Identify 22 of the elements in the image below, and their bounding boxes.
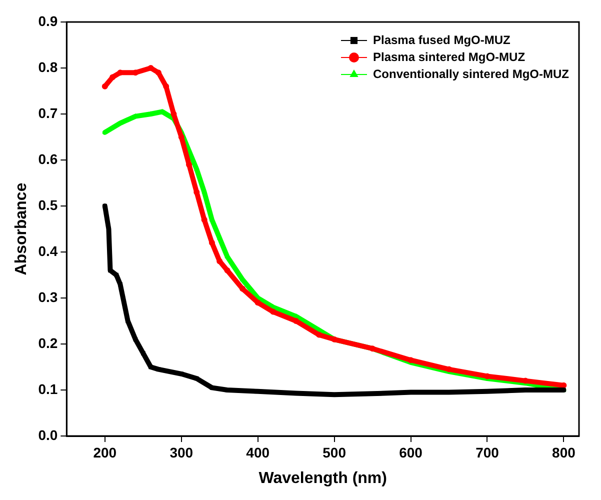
x-tick-label: 800 <box>552 444 576 460</box>
y-tick-label: 0.2 <box>38 334 58 351</box>
x-tick-label: 300 <box>170 444 194 460</box>
x-tick-label: 600 <box>399 444 423 460</box>
y-tick-label: 0.3 <box>38 288 58 305</box>
x-tick-label: 700 <box>476 444 500 460</box>
x-tick-label: 400 <box>246 444 270 460</box>
y-tick-label: 0.8 <box>38 58 58 75</box>
y-tick-label: 0.0 <box>38 426 58 443</box>
y-tick-label: 0.6 <box>38 150 58 167</box>
y-tick-label: 0.1 <box>38 380 58 397</box>
legend-label: Plasma sintered MgO-MUZ <box>372 50 526 64</box>
y-tick-label: 0.7 <box>38 104 58 121</box>
y-axis-title: Absorbance <box>13 182 30 276</box>
legend-label: Conventionally sintered MgO-MUZ <box>372 66 570 81</box>
legend-label: Plasma fused MgO-MUZ <box>372 32 510 47</box>
x-axis-title: Wavelength (nm) <box>258 470 387 487</box>
y-tick-label: 0.9 <box>38 12 58 29</box>
y-tick-label: 0.4 <box>38 242 58 259</box>
x-tick-label: 500 <box>322 444 346 460</box>
x-tick-label: 200 <box>93 444 117 460</box>
y-tick-label: 0.5 <box>38 196 58 213</box>
